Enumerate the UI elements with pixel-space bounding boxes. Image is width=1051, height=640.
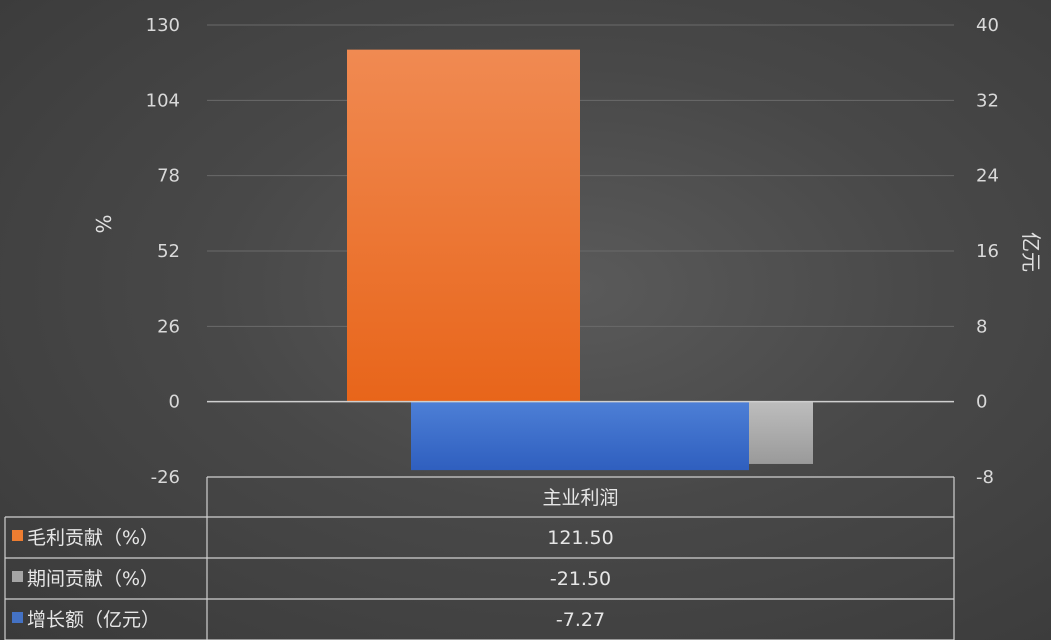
- legend-swatch: [12, 612, 23, 623]
- legend-series-name: 毛利贡献（%）: [27, 527, 159, 549]
- left-tick-label: 26: [157, 316, 180, 337]
- right-tick-label: 8: [976, 316, 987, 337]
- table-value: 121.50: [547, 527, 613, 549]
- category-label: 主业利润: [542, 487, 618, 509]
- left-axis-ticks: 130 104 78 52 26 0 -26: [146, 15, 180, 488]
- legend-swatch: [12, 571, 23, 582]
- legend-series-name: 增长额（亿元）: [27, 609, 160, 631]
- table-value: -21.50: [550, 568, 611, 590]
- right-tick-label: -8: [976, 467, 994, 488]
- left-axis-title: %: [91, 214, 115, 233]
- right-tick-label: 24: [976, 166, 999, 187]
- bar-series-3: [411, 401, 749, 471]
- left-tick-label: -26: [151, 467, 180, 488]
- right-tick-label: 16: [976, 241, 999, 262]
- legend-swatch: [12, 530, 23, 541]
- left-tick-label: 0: [169, 392, 180, 413]
- left-tick-label: 104: [146, 90, 180, 111]
- left-tick-label: 52: [157, 241, 180, 262]
- right-tick-label: 32: [976, 90, 999, 111]
- bars: [347, 49, 813, 471]
- right-axis-title: 亿元: [1019, 232, 1043, 272]
- legend-series-name: 期间贡献（%）: [27, 568, 159, 590]
- left-tick-label: 130: [146, 15, 180, 36]
- right-tick-label: 40: [976, 15, 999, 36]
- left-tick-label: 78: [157, 166, 180, 187]
- right-tick-label: 0: [976, 392, 987, 413]
- right-axis-ticks: 40 32 24 16 8 0 -8: [976, 15, 999, 488]
- table-value: -7.27: [556, 609, 605, 631]
- bar-series-1: [347, 49, 580, 402]
